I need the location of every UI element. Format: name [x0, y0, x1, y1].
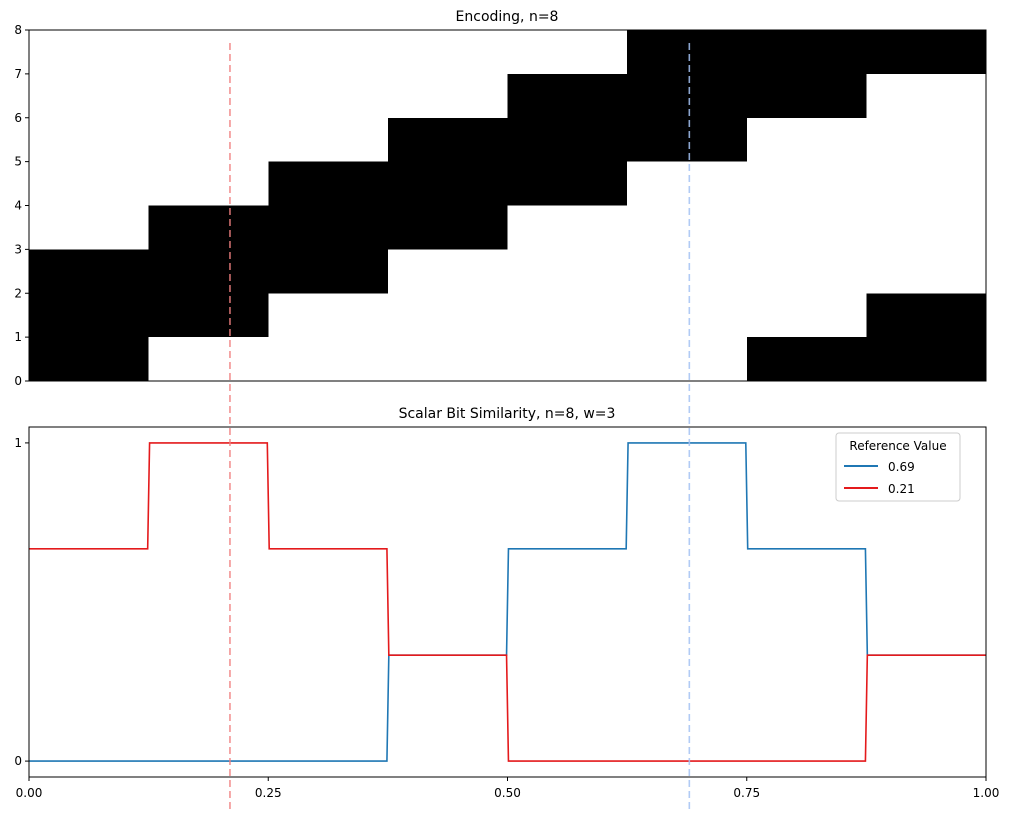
encoding-cell — [507, 117, 628, 162]
series-line-1 — [29, 442, 986, 762]
encoding-title: Encoding, n=8 — [456, 9, 559, 25]
encoding-cell — [148, 205, 269, 250]
legend-title: Reference Value — [849, 439, 946, 453]
encoding-cell — [29, 337, 149, 381]
encoding-cell — [29, 293, 149, 338]
legend-box — [835, 432, 961, 502]
similarity-x-ticks: 0.00 0.25 0.50 0.75 1.00 — [16, 777, 1000, 800]
encoding-cell — [507, 73, 628, 118]
encoding-cell — [387, 117, 508, 162]
legend-label-1: 0.69 — [888, 460, 915, 474]
similarity-y-ticks: 01 — [14, 436, 29, 768]
similarity-panel: 01 0.00 0.25 0.50 0.75 1.00 Scalar Bit Simil… — [14, 406, 999, 800]
similarity-x-tick-label: 0.00 — [16, 786, 43, 800]
encoding-cell — [29, 249, 149, 294]
similarity-title: Scalar Bit Similarity, n=8, w=3 — [399, 406, 616, 422]
encoding-y-tick-label: 7 — [14, 67, 22, 81]
encoding-y-tick-label: 0 — [14, 374, 22, 388]
legend-label-2: 0.21 — [888, 482, 915, 496]
similarity-y-tick-label: 1 — [14, 436, 22, 450]
encoding-cell — [268, 205, 388, 250]
similarity-series — [29, 442, 986, 762]
reference-lines — [229, 43, 691, 813]
encoding-y-tick-label: 8 — [14, 23, 22, 37]
encoding-y-tick-label: 3 — [14, 242, 22, 256]
encoding-panel: 0 1 2 3 4 5 6 7 8 Encoding, n=8 — [14, 9, 987, 388]
encoding-cell — [746, 30, 867, 74]
series-line-2 — [29, 442, 986, 762]
encoding-cell — [746, 73, 867, 118]
similarity-x-tick-label: 0.50 — [494, 786, 521, 800]
encoding-cell — [148, 249, 269, 294]
encoding-cell — [268, 161, 388, 206]
encoding-cell — [866, 293, 986, 338]
encoding-y-ticks: 0 1 2 3 4 5 6 7 8 — [14, 23, 29, 388]
encoding-y-tick-label: 2 — [14, 286, 22, 300]
encoding-cell — [866, 30, 986, 74]
encoding-cell — [507, 161, 628, 206]
similarity-x-tick-label: 0.75 — [733, 786, 760, 800]
encoding-cell — [627, 117, 747, 162]
encoding-y-tick-label: 6 — [14, 111, 22, 125]
encoding-cell — [627, 73, 747, 118]
encoding-cell — [746, 337, 867, 381]
encoding-cell — [627, 30, 747, 74]
encoding-y-tick-label: 4 — [14, 199, 22, 213]
encoding-cells — [29, 30, 986, 381]
encoding-cell — [387, 161, 508, 206]
encoding-y-tick-label: 5 — [14, 155, 22, 169]
legend: Reference Value 0.69 0.21 — [835, 432, 961, 502]
encoding-cell — [148, 293, 269, 338]
similarity-y-tick-label: 0 — [14, 754, 22, 768]
similarity-x-tick-label: 1.00 — [973, 786, 1000, 800]
similarity-x-tick-label: 0.25 — [255, 786, 282, 800]
encoding-cell — [866, 337, 986, 381]
encoding-cell — [387, 205, 508, 250]
encoding-cell — [268, 249, 388, 294]
encoding-y-tick-label: 1 — [14, 330, 22, 344]
